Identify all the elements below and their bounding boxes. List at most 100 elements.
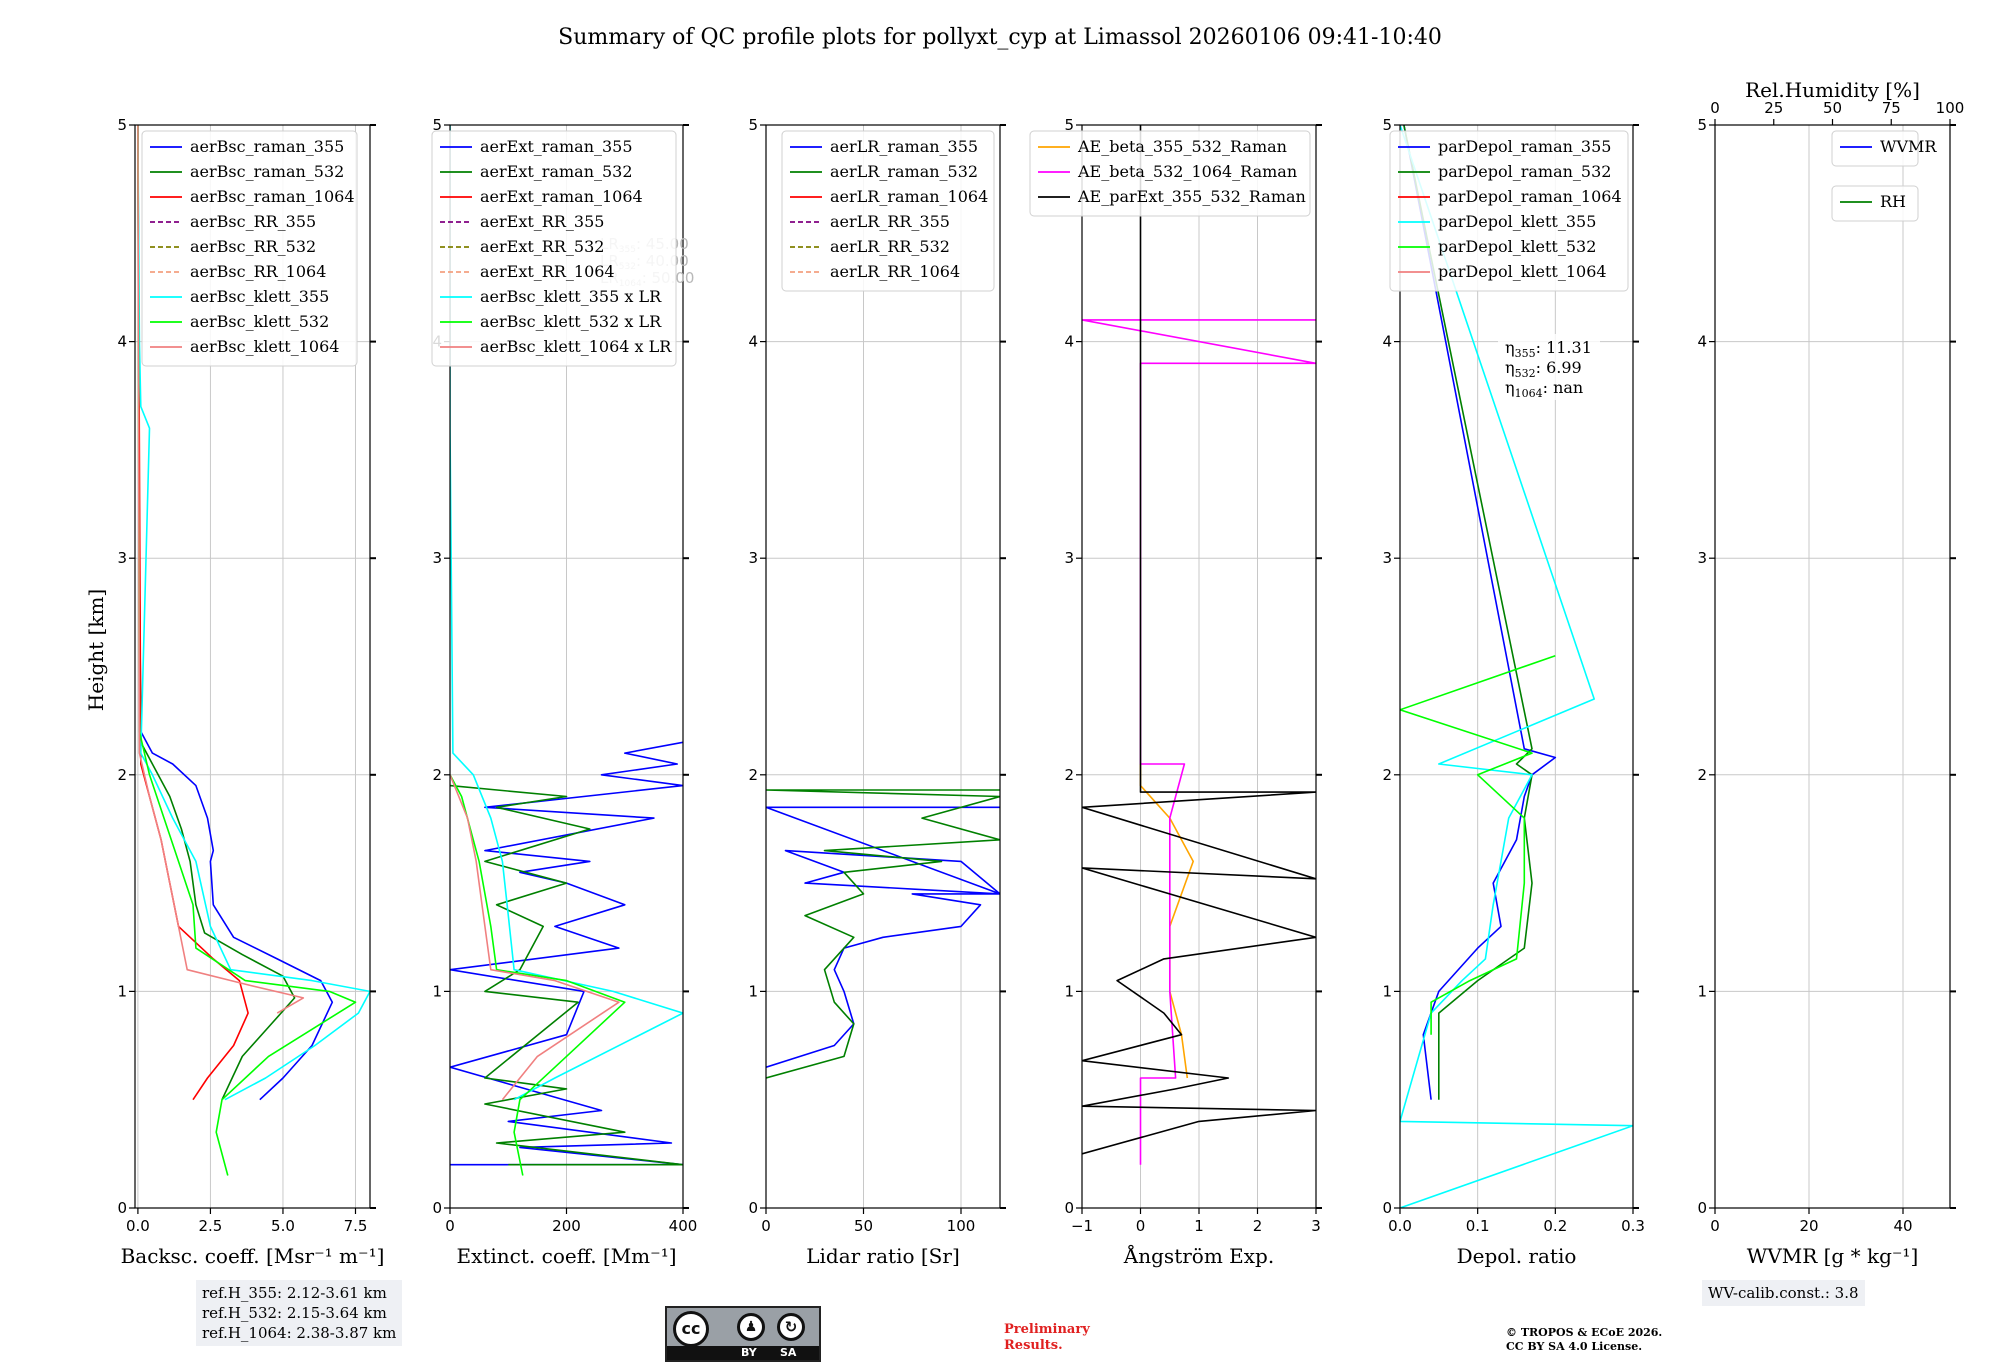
y-tick-label: 4 <box>1382 333 1392 351</box>
legend-label: AE_beta_355_532_Raman <box>1077 137 1287 156</box>
legend-label: aerBsc_klett_532 x LR <box>480 312 662 331</box>
note-value: : 11.31 <box>1536 338 1592 357</box>
ref-height-532: ref.H_532: 2.15-3.64 km <box>202 1304 387 1322</box>
x-tick-label: −1 <box>1071 1217 1093 1235</box>
x-tick-label: 7.5 <box>344 1217 368 1235</box>
eta-box <box>1498 334 1600 400</box>
legend-label: aerExt_RR_532 <box>480 237 604 256</box>
preliminary-note: Preliminary Results. <box>1004 1322 1090 1354</box>
x-tick-label: 200 <box>552 1217 581 1235</box>
series-group <box>1082 125 1316 1165</box>
series-line-aerBsc_klett_1064 <box>137 125 305 1014</box>
y-tick-label: 0 <box>117 1199 127 1217</box>
figure-title: Summary of QC profile plots for pollyxt_… <box>558 25 1442 50</box>
series-line-aerExt_raman_355 <box>450 741 683 1166</box>
copyright-line-1: © TROPOS & ECoE 2026. <box>1506 1326 1663 1339</box>
y-tick-label: 5 <box>1064 116 1074 134</box>
x-tick-label: 0 <box>445 1217 455 1235</box>
legend-label: aerBsc_raman_355 <box>190 137 344 156</box>
x-tick-label: 0 <box>1136 1217 1146 1235</box>
x-tick-label: 1 <box>1194 1217 1204 1235</box>
cc-sa-label: SA <box>780 1346 797 1359</box>
legend-label: aerExt_RR_1064 <box>480 262 615 281</box>
y-tick-label: 3 <box>117 549 127 567</box>
series-group <box>766 789 1000 1079</box>
copyright-line-2: CC BY SA 4.0 License. <box>1506 1340 1643 1353</box>
y-tick-label: 5 <box>117 116 127 134</box>
top-tick-label: 50 <box>1823 99 1842 117</box>
legend-label: aerBsc_klett_355 <box>190 287 329 306</box>
legend-label: aerLR_RR_532 <box>830 237 950 256</box>
legend-label: aerBsc_RR_532 <box>190 237 316 256</box>
top-tick-label: 0 <box>1710 99 1720 117</box>
legend-box <box>1831 130 1919 167</box>
reference-height-box: ref.H_355: 2.12-3.61 km ref.H_532: 2.15-… <box>196 1280 403 1346</box>
series-group <box>137 125 370 1176</box>
y-tick-label: 1 <box>1064 982 1074 1000</box>
note-subscript: 355 <box>1515 347 1536 360</box>
legend-label: aerExt_raman_355 <box>480 137 633 156</box>
legend-label: aerLR_raman_355 <box>830 137 978 156</box>
legend-label: aerBsc_raman_1064 <box>190 187 355 206</box>
axes-frame <box>1714 124 1951 1209</box>
legend-label: WVMR <box>1880 137 1937 156</box>
x-tick-label: 0 <box>1710 1217 1720 1235</box>
x-tick-label: 0 <box>761 1217 771 1235</box>
y-tick-label: 3 <box>748 549 758 567</box>
x-axis-label-ext: Extinct. coeff. [Mm⁻¹] <box>456 1244 676 1268</box>
legend-box <box>141 130 358 367</box>
panels: 0 1 2 3 4 5 0.0 2.5 5.0 7.5 Backsc. coeff. [Msr⁻¹ … <box>117 78 1964 1268</box>
legend-label: aerBsc_RR_1064 <box>190 262 326 281</box>
legend-label: aerBsc_raman_532 <box>190 162 344 181</box>
ref-height-1064: ref.H_1064: 2.38-3.87 km <box>202 1324 397 1342</box>
y-tick-label: 2 <box>117 766 127 784</box>
y-tick-label: 2 <box>1697 766 1707 784</box>
y-tick-label: 1 <box>432 982 442 1000</box>
x-tick-label: 0.2 <box>1543 1217 1567 1235</box>
series-group <box>450 125 683 1176</box>
x-tick-label: 100 <box>947 1217 976 1235</box>
y-tick-label: 3 <box>1064 549 1074 567</box>
legend-label: parDepol_klett_1064 <box>1438 262 1607 281</box>
legend-box <box>1389 130 1629 292</box>
y-tick-label: 4 <box>117 333 127 351</box>
eta-note: η355: 11.31 <box>1505 338 1592 360</box>
x-tick-label: 2 <box>1253 1217 1263 1235</box>
x-tick-label: 0.0 <box>1388 1217 1412 1235</box>
y-tick-label: 1 <box>117 982 127 1000</box>
axes-frame <box>134 124 371 1209</box>
series-line-aerBsc_klett_1064 x LR <box>450 774 620 1101</box>
y-tick-label: 3 <box>1697 549 1707 567</box>
x-tick-label: 20 <box>1799 1217 1818 1235</box>
y-tick-label: 2 <box>1382 766 1392 784</box>
y-tick-label: 5 <box>432 116 442 134</box>
legend-label: parDepol_klett_355 <box>1438 212 1596 231</box>
x-tick-label: 2.5 <box>199 1217 223 1235</box>
note-subscript: 1064 <box>1515 387 1543 400</box>
y-tick-label: 2 <box>432 766 442 784</box>
share-alike-icon: ↻ <box>777 1313 805 1341</box>
series-line-parDepol_klett_532 <box>1400 654 1556 1035</box>
legend-box <box>1831 185 1919 222</box>
legend-label: parDepol_raman_355 <box>1438 137 1611 156</box>
y-tick-label: 5 <box>1382 116 1392 134</box>
legend-label: parDepol_raman_1064 <box>1438 187 1622 206</box>
x-tick-label: 400 <box>669 1217 698 1235</box>
top-tick-label: 25 <box>1764 99 1783 117</box>
x-tick-label: 3 <box>1311 1217 1321 1235</box>
y-tick-label: 1 <box>1697 982 1707 1000</box>
y-axis-label: Height [km] <box>84 589 108 711</box>
legend-label: aerBsc_klett_1064 x LR <box>480 337 672 356</box>
legend-label: AE_beta_532_1064_Raman <box>1077 162 1297 181</box>
x-tick-label: 5.0 <box>271 1217 295 1235</box>
copyright-note: © TROPOS & ECoE 2026. CC BY SA 4.0 Licen… <box>1506 1326 1662 1354</box>
legend-label: aerBsc_klett_532 <box>190 312 329 331</box>
wv-calibration-text: WV-calib.const.: 3.8 <box>1708 1284 1859 1302</box>
legend-label: aerExt_RR_355 <box>480 212 604 231</box>
person-icon: ♟ <box>737 1313 765 1341</box>
legend-label: aerLR_RR_1064 <box>830 262 960 281</box>
